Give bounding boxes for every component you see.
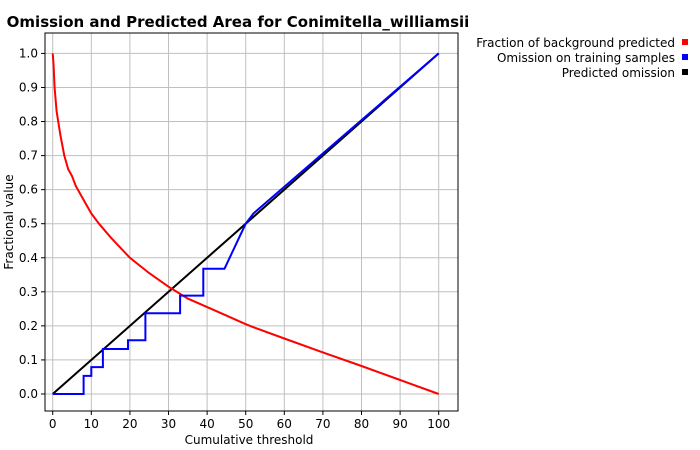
y-tick-label: 0.4 (19, 251, 38, 265)
legend-swatch (682, 69, 688, 75)
y-tick-label: 0.6 (19, 183, 38, 197)
x-tick-label: 80 (354, 417, 369, 431)
plot-border (44, 32, 459, 412)
x-axis-label: Cumulative threshold (185, 433, 314, 447)
series-line-1 (52, 52, 440, 395)
series-line-0 (51, 53, 440, 395)
axis-ticks: 0 10 20 30 40 50 60 70 80 90 100 0.0 0.1 0.2 0.3 0.4 0.5… (19, 46, 450, 431)
y-tick-label: 0.0 (19, 387, 38, 401)
y-tick-label: 0.5 (19, 217, 38, 231)
x-tick-label: 100 (427, 417, 450, 431)
chart-title: Omission and Predicted Area for Conimite… (7, 13, 470, 31)
y-tick-label: 0.9 (19, 80, 38, 94)
y-axis-label: Fractional value (2, 174, 16, 269)
x-tick-label: 70 (315, 417, 330, 431)
x-tick-label: 90 (392, 417, 407, 431)
legend-swatch (682, 39, 688, 45)
x-tick-label: 60 (277, 417, 292, 431)
y-tick-label: 0.2 (19, 319, 38, 333)
y-tick-label: 1.0 (19, 46, 38, 60)
gridlines (45, 33, 458, 411)
y-tick-label: 0.1 (19, 353, 38, 367)
legend: Fraction of background predictedOmission… (476, 36, 688, 80)
legend-label: Omission on training samples (497, 51, 675, 65)
x-tick-label: 10 (84, 417, 99, 431)
series-lines (51, 52, 440, 395)
x-tick-label: 20 (122, 417, 137, 431)
x-tick-label: 50 (238, 417, 253, 431)
legend-label: Predicted omission (562, 66, 675, 80)
y-tick-label: 0.8 (19, 115, 38, 129)
x-tick-label: 0 (49, 417, 57, 431)
x-tick-label: 30 (161, 417, 176, 431)
x-tick-label: 40 (199, 417, 214, 431)
y-tick-label: 0.7 (19, 149, 38, 163)
legend-label: Fraction of background predicted (476, 36, 675, 50)
y-tick-label: 0.3 (19, 285, 38, 299)
legend-swatch (682, 54, 688, 60)
